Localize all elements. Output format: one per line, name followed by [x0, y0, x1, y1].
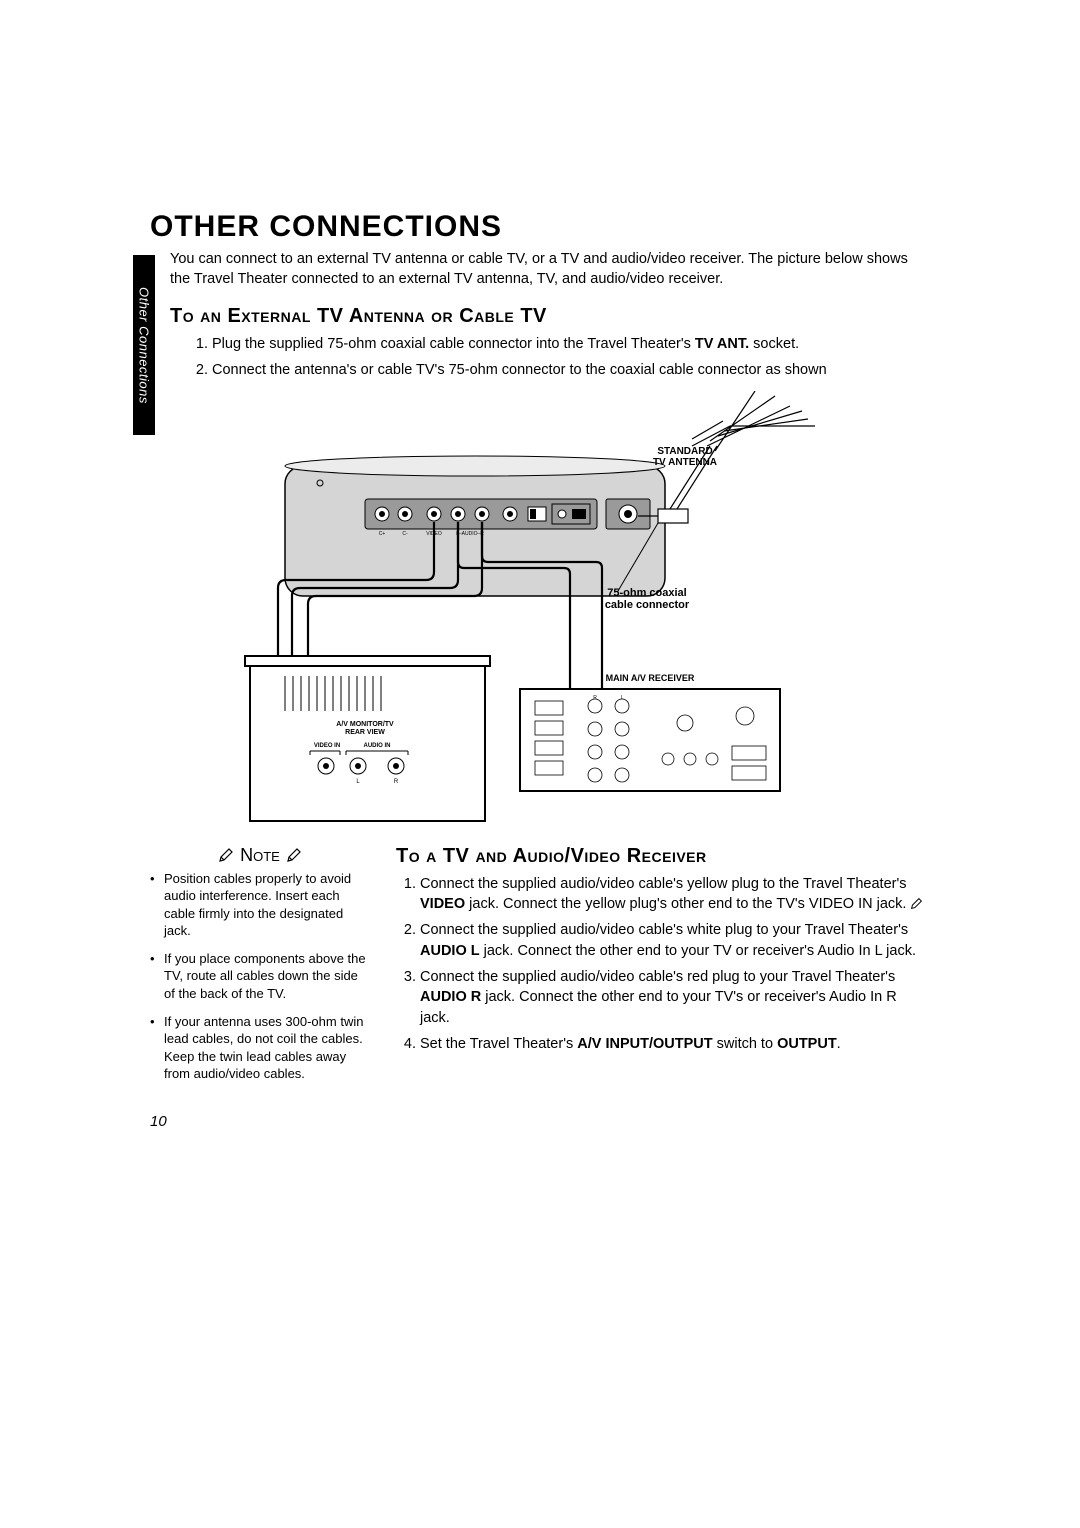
diagram-label-videoin: VIDEO IN — [302, 743, 352, 750]
intro-paragraph: You can connect to an external TV antenn… — [170, 250, 930, 289]
section1-heading: To an External TV Antenna or Cable TV — [170, 305, 930, 328]
page-content: OTHER CONNECTIONS You can connect to an … — [150, 210, 930, 1130]
diagram-label-audioin: AUDIO IN — [352, 743, 402, 750]
pencil-icon — [910, 897, 923, 910]
section2-steps: Connect the supplied audio/video cable's… — [400, 874, 930, 1054]
step: Connect the supplied audio/video cable's… — [420, 967, 930, 1028]
step-text: Connect the supplied audio/video cable's… — [420, 876, 907, 892]
note-heading: Note — [150, 845, 370, 866]
svg-text:R: R — [593, 695, 597, 701]
step-bold: A/V INPUT/OUTPUT — [577, 1036, 712, 1052]
step-text: jack. Connect the other end to your TV's… — [420, 989, 897, 1025]
step-text: switch to — [713, 1036, 777, 1052]
step-text: Plug the supplied 75-ohm coaxial cable c… — [212, 336, 695, 352]
diagram-label-receiver: MAIN A/V RECEIVER — [580, 673, 720, 683]
step-text: Connect the supplied audio/video cable's… — [420, 969, 895, 985]
step: Connect the supplied audio/video cable's… — [420, 874, 930, 915]
step-bold: AUDIO R — [420, 989, 481, 1005]
step-bold: OUTPUT — [777, 1036, 837, 1052]
diagram-label-monitor: A/V MONITOR/TVREAR VIEW — [310, 721, 420, 737]
step-bold: VIDEO — [420, 896, 465, 912]
step-text: jack. Connect the other end to your TV o… — [480, 943, 916, 959]
svg-text:R: R — [394, 779, 399, 785]
note-item: If you place components above the TV, ro… — [150, 950, 370, 1003]
step-text: Connect the supplied audio/video cable's… — [420, 922, 908, 938]
diagram-svg: C+ C- VIDEO L–AUDIO–R — [190, 391, 890, 831]
step: Set the Travel Theater's A/V INPUT/OUTPU… — [420, 1034, 930, 1054]
section2-column: To a TV and Audio/Video Receiver Connect… — [396, 845, 930, 1093]
pencil-icon — [286, 847, 302, 863]
step-text: Set the Travel Theater's — [420, 1036, 577, 1052]
section1-steps: Plug the supplied 75-ohm coaxial cable c… — [192, 334, 930, 381]
notes-list: Position cables properly to avoid audio … — [150, 870, 370, 1083]
step-bold: TV ANT. — [695, 336, 749, 352]
note-column: Note Position cables properly to avoid a… — [150, 845, 370, 1093]
step-text: socket. — [749, 336, 799, 352]
note-item: If your antenna uses 300-ohm twin lead c… — [150, 1013, 370, 1083]
step-text: jack. Connect the yellow plug's other en… — [465, 896, 910, 912]
note-label: Note — [240, 845, 280, 866]
svg-text:C-: C- — [402, 531, 408, 537]
step-bold: AUDIO L — [420, 943, 480, 959]
note-item: Position cables properly to avoid audio … — [150, 870, 370, 940]
pencil-icon — [218, 847, 234, 863]
step: Connect the antenna's or cable TV's 75-o… — [212, 360, 930, 380]
step: Connect the supplied audio/video cable's… — [420, 920, 930, 961]
diagram-label-coax: 75-ohm coaxialcable connector — [582, 587, 712, 612]
step-text: . — [837, 1036, 841, 1052]
step-text: Connect the antenna's or cable TV's 75-o… — [212, 362, 827, 378]
section2-heading: To a TV and Audio/Video Receiver — [396, 845, 930, 868]
svg-text:L: L — [621, 695, 624, 701]
page-title: OTHER CONNECTIONS — [150, 210, 930, 244]
page-number: 10 — [150, 1113, 930, 1130]
svg-text:L–AUDIO–R: L–AUDIO–R — [456, 531, 484, 537]
svg-text:C+: C+ — [379, 531, 386, 537]
step: Plug the supplied 75-ohm coaxial cable c… — [212, 334, 930, 354]
diagram-label-antenna: STANDARDTV ANTENNA — [630, 446, 740, 469]
connection-diagram: C+ C- VIDEO L–AUDIO–R — [190, 391, 890, 831]
